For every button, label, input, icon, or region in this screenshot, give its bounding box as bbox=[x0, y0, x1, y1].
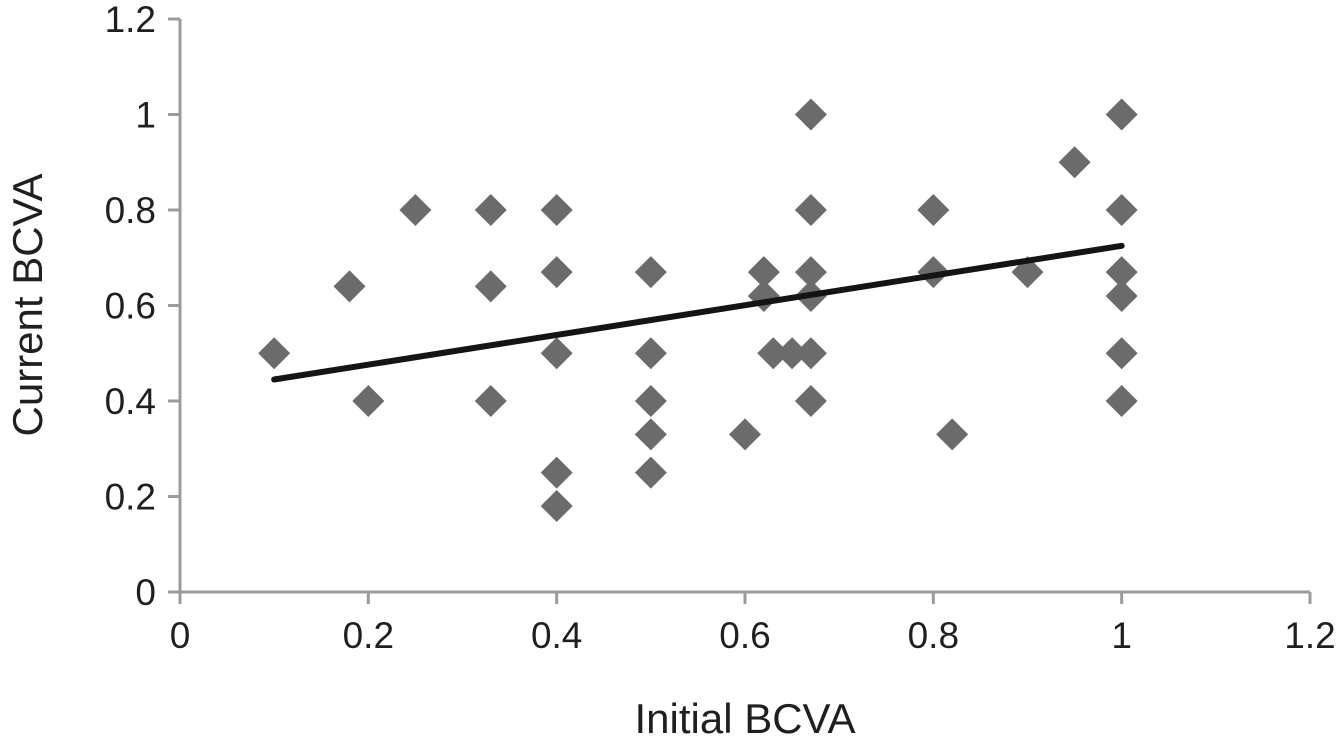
y-tick-label: 0 bbox=[135, 572, 156, 613]
data-point-diamond bbox=[474, 194, 507, 226]
data-point-diamond bbox=[1105, 194, 1138, 226]
x-axis-title: Initial BCVA bbox=[635, 695, 856, 742]
trend-line-segment bbox=[271, 242, 1125, 383]
data-point-diamond bbox=[794, 256, 827, 289]
data-point-diamond bbox=[333, 270, 366, 303]
data-point-diamond bbox=[258, 337, 291, 370]
y-axis-title: Current BCVA bbox=[4, 174, 51, 437]
y-tick-label: 0.4 bbox=[105, 381, 156, 422]
data-point-diamond bbox=[474, 385, 507, 417]
data-point-diamond bbox=[634, 385, 667, 417]
data-point-diamond bbox=[917, 194, 950, 226]
y-tick-label: 1.2 bbox=[105, 0, 156, 40]
data-points bbox=[258, 98, 1138, 523]
data-point-diamond bbox=[794, 194, 827, 226]
data-point-diamond bbox=[1105, 98, 1138, 131]
data-point-diamond bbox=[936, 418, 969, 451]
data-point-diamond bbox=[634, 256, 667, 289]
data-point-diamond bbox=[729, 418, 761, 451]
data-point-diamond bbox=[540, 194, 573, 226]
data-point-diamond bbox=[794, 337, 827, 370]
data-point-diamond bbox=[1105, 385, 1138, 417]
data-point-diamond bbox=[540, 456, 573, 489]
data-point-diamond bbox=[794, 385, 827, 417]
data-point-diamond bbox=[540, 337, 573, 370]
data-point-diamond bbox=[540, 256, 573, 289]
y-tick-label: 1 bbox=[135, 95, 156, 136]
data-point-diamond bbox=[634, 418, 667, 451]
x-tick-label: 0.8 bbox=[908, 615, 959, 656]
data-point-diamond bbox=[540, 490, 573, 523]
y-tick-label: 0.8 bbox=[105, 190, 156, 231]
x-tick-label: 0.6 bbox=[719, 615, 770, 656]
x-tick-label: 0.2 bbox=[343, 615, 394, 656]
data-point-diamond bbox=[776, 337, 809, 370]
data-point-diamond bbox=[747, 256, 780, 289]
data-point-diamond bbox=[1058, 146, 1091, 179]
data-point-diamond bbox=[634, 337, 667, 370]
data-point-diamond bbox=[747, 279, 780, 312]
data-point-diamond bbox=[399, 194, 432, 226]
data-point-diamond bbox=[1105, 256, 1138, 289]
data-point-diamond bbox=[917, 256, 950, 289]
data-point-diamond bbox=[1105, 279, 1138, 312]
x-tick-label: 1 bbox=[1111, 615, 1132, 656]
x-tick-label: 0 bbox=[170, 615, 191, 656]
y-tick-label: 0.2 bbox=[105, 477, 156, 518]
x-tick-label: 1.2 bbox=[1284, 615, 1335, 656]
axes: 0 0.2 0.4 0.6 0.8 1 1.2 0 0.2 0.4 0.6 0.8 1 1.2 bbox=[105, 0, 1336, 656]
data-point-diamond bbox=[757, 337, 790, 370]
data-point-diamond bbox=[794, 98, 827, 131]
trend-line bbox=[271, 242, 1125, 383]
data-point-diamond bbox=[634, 456, 667, 489]
data-point-diamond bbox=[474, 270, 507, 303]
data-point-diamond bbox=[352, 385, 385, 417]
data-point-diamond bbox=[1105, 337, 1138, 370]
y-tick-label: 0.6 bbox=[105, 286, 156, 327]
x-tick-label: 0.4 bbox=[531, 615, 582, 656]
